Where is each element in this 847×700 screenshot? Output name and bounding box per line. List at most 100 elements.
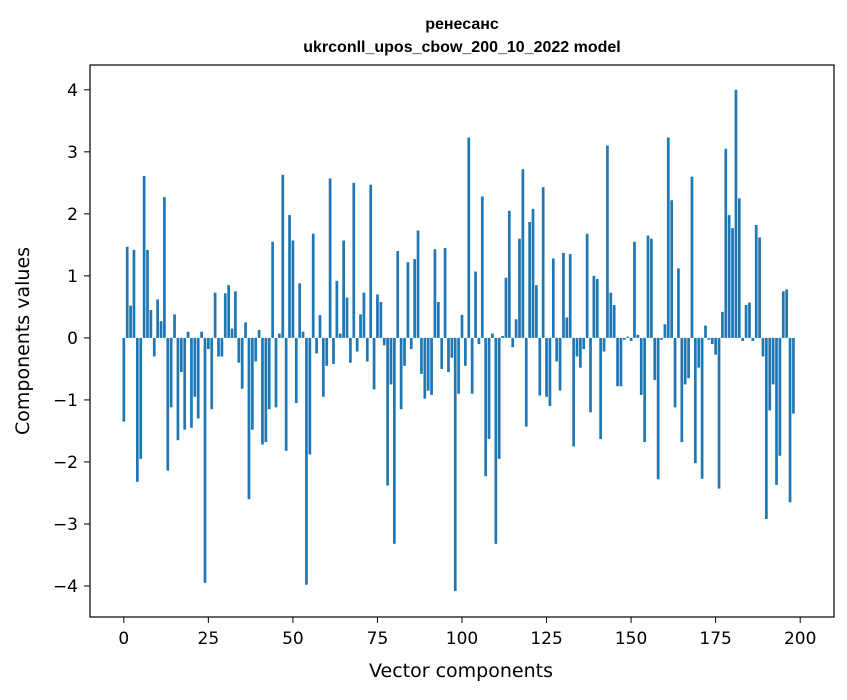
bar — [305, 338, 308, 585]
y-axis-label: Components values — [12, 247, 34, 435]
bar — [498, 338, 501, 459]
bar — [660, 338, 663, 340]
bar — [302, 332, 305, 338]
bar — [572, 338, 575, 447]
bar — [278, 334, 281, 338]
bar — [251, 338, 254, 430]
y-tick-label: −2 — [53, 453, 78, 473]
bar — [724, 149, 727, 338]
bar — [765, 338, 768, 519]
bar — [667, 138, 670, 338]
bar — [582, 338, 585, 349]
bar — [751, 338, 754, 341]
bar — [779, 338, 782, 456]
bar — [261, 338, 264, 445]
bar — [153, 338, 156, 357]
bar — [342, 241, 345, 338]
bar — [674, 338, 677, 407]
bar — [596, 279, 599, 338]
bar — [150, 310, 153, 338]
bar — [613, 305, 616, 338]
bar — [383, 338, 386, 345]
bar — [332, 338, 335, 364]
bar — [589, 338, 592, 412]
bar — [461, 315, 464, 338]
bar — [586, 234, 589, 338]
bar — [721, 312, 724, 338]
bar — [508, 211, 511, 338]
y-tick-label: 4 — [67, 81, 78, 101]
bar — [407, 262, 410, 338]
bar — [630, 338, 633, 341]
bar — [231, 329, 234, 338]
bar — [792, 338, 795, 414]
bar — [637, 335, 640, 338]
bar — [491, 334, 494, 338]
bar — [410, 338, 413, 349]
bar — [522, 169, 525, 338]
bar — [735, 90, 738, 338]
bar — [549, 338, 552, 406]
bar — [390, 338, 393, 385]
bar — [538, 338, 541, 396]
bar — [478, 338, 481, 344]
bar — [379, 302, 382, 338]
bar — [785, 290, 788, 338]
bar — [376, 294, 379, 337]
chart-title-line2: ukrconll_upos_cbow_200_10_2022 model — [303, 39, 620, 56]
bar — [346, 298, 349, 338]
bar — [373, 338, 376, 389]
bar — [647, 236, 650, 338]
bar — [248, 338, 251, 499]
bar — [319, 315, 322, 338]
bar — [221, 338, 224, 357]
bar — [315, 338, 318, 354]
bar — [400, 338, 403, 409]
bar — [714, 338, 717, 355]
y-tick-label: 3 — [67, 143, 78, 163]
bar — [325, 338, 328, 366]
bar — [684, 338, 687, 385]
bar — [768, 338, 771, 411]
bar — [711, 338, 714, 344]
bar — [474, 272, 477, 338]
bar — [471, 338, 474, 394]
bar — [653, 338, 656, 380]
bar — [224, 293, 227, 338]
bar — [258, 330, 261, 338]
bar — [481, 196, 484, 337]
bar — [349, 338, 352, 363]
bar — [396, 251, 399, 338]
y-tick-label: 1 — [67, 267, 78, 287]
bar — [569, 254, 572, 338]
x-tick-label: 25 — [198, 629, 220, 649]
bar — [204, 338, 207, 583]
bar — [745, 305, 748, 338]
bar — [535, 285, 538, 338]
bar — [285, 338, 288, 451]
bar — [366, 338, 369, 362]
bar — [694, 338, 697, 463]
x-tick-label: 125 — [530, 629, 562, 649]
bar — [488, 338, 491, 439]
bar — [643, 338, 646, 442]
bar — [336, 281, 339, 338]
bar — [599, 338, 602, 439]
bar — [173, 314, 176, 338]
y-tick-label: −3 — [53, 515, 78, 535]
bar — [187, 332, 190, 338]
bar — [603, 338, 606, 352]
bar — [454, 338, 457, 591]
bar — [505, 278, 508, 338]
bar — [515, 319, 518, 338]
bar — [670, 200, 673, 338]
x-tick-label: 175 — [699, 629, 731, 649]
y-tick-label: 0 — [67, 329, 78, 349]
bar — [244, 322, 247, 338]
bar — [511, 338, 514, 347]
bar — [146, 250, 149, 338]
bar — [562, 253, 565, 338]
